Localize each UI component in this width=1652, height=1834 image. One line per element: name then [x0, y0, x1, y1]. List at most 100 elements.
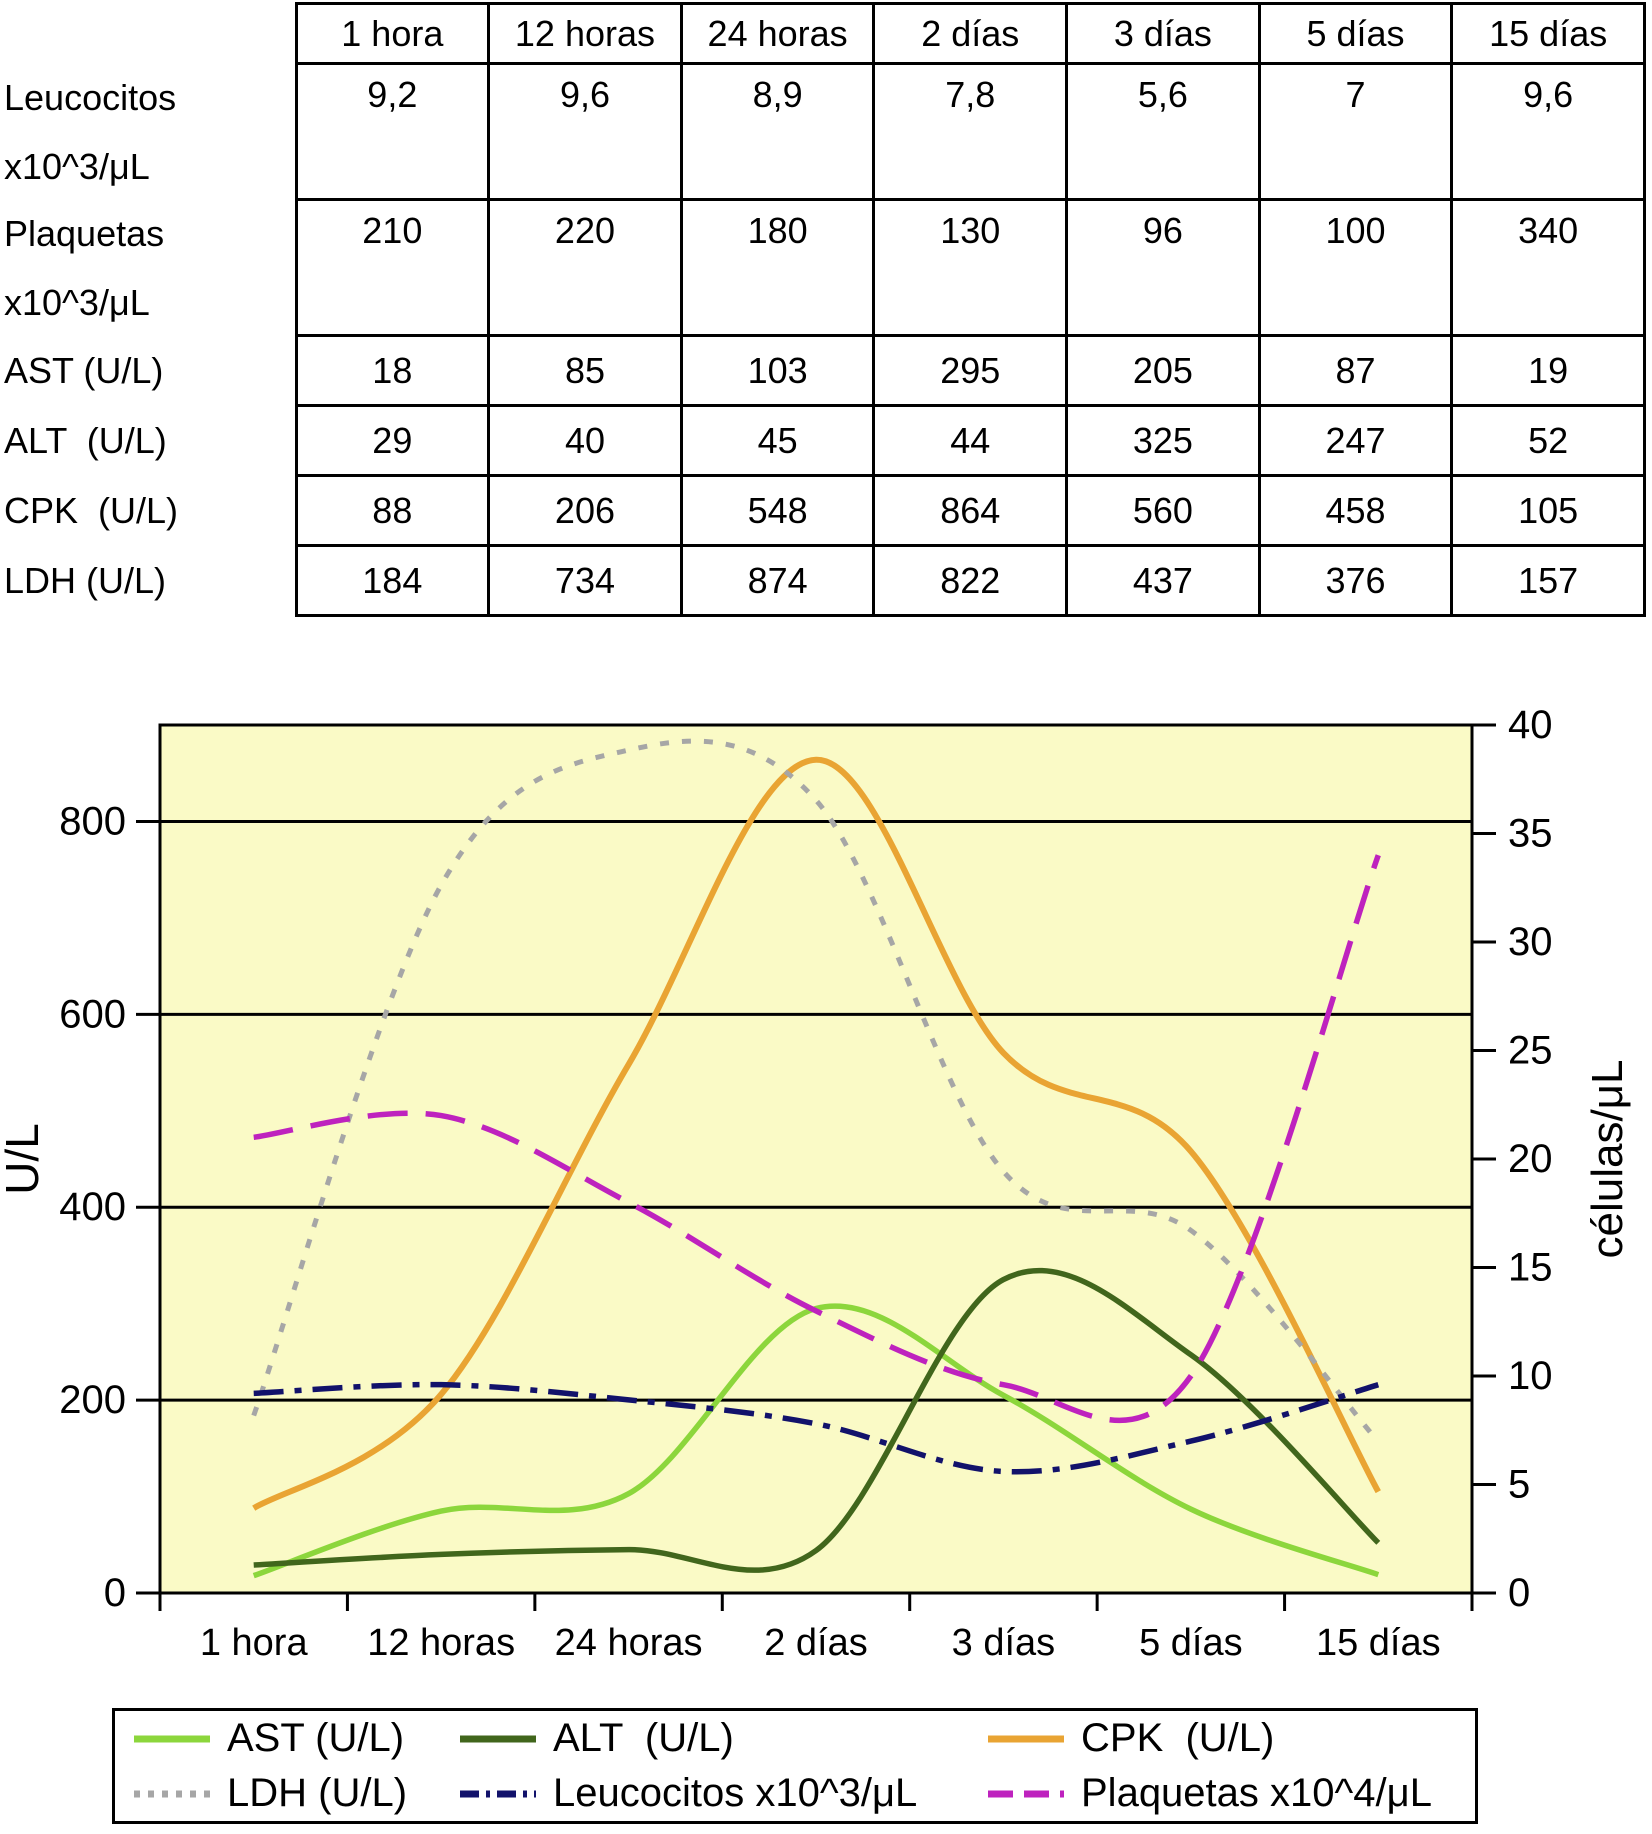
table-cell-cpk-6: 105: [1450, 474, 1646, 547]
lab-results-table: 1 hora 12 horas 24 horas 2 días 3 días 5 días…: [0, 2, 1646, 617]
table-cell-ast-1: 85: [487, 334, 683, 407]
chart-legend: AST (U/L) ALT (U/L) CPK (U/L) LDH (U/L) Leuc…: [112, 1708, 1478, 1824]
legend-swatch-plaquetas-line: [988, 1790, 1064, 1797]
table-cell-alt-0: 29: [294, 404, 491, 477]
column-header-3: 2 días: [872, 2, 1069, 65]
legend-swatch-alt-line: [460, 1735, 536, 1742]
right-tick-label-30: 30: [1508, 920, 1553, 964]
table-cell-plaquetas-2: 180: [679, 198, 876, 337]
table-cell-leucocitos-0: 9,2: [294, 62, 491, 201]
table-cell-alt-6: 52: [1450, 404, 1646, 477]
row-label-line1: LDH (U/L): [4, 559, 167, 601]
row-label-cpk: CPK (U/L): [0, 476, 296, 546]
right-tick-label-15: 15: [1508, 1246, 1553, 1290]
table-cell-ldh-5: 376: [1257, 544, 1454, 617]
x-label-3: 2 días: [764, 1622, 868, 1664]
row-label-ldh: LDH (U/L): [0, 546, 296, 616]
x-label-4: 3 días: [952, 1622, 1056, 1664]
table-cell-alt-1: 40: [487, 404, 683, 477]
row-label-line1: ALT (U/L): [4, 419, 167, 461]
table-row-cpk: CPK (U/L) 88 206 548 864 560 458 105: [0, 474, 1646, 547]
row-label-line2: x10^3/μL: [4, 282, 150, 324]
row-label-plaquetas: Plaquetas x10^3/μL: [0, 200, 296, 336]
left-tick-label-0: 0: [104, 1571, 126, 1615]
row-label-line1: AST (U/L): [4, 349, 164, 391]
table-cell-ast-4: 205: [1065, 334, 1261, 407]
table-cell-plaquetas-6: 340: [1450, 198, 1646, 337]
column-header-0: 1 hora: [294, 2, 491, 65]
table-cell-ldh-3: 822: [872, 544, 1069, 617]
legend-item-cpk: CPK (U/L): [985, 1716, 1475, 1761]
table-cell-cpk-0: 88: [294, 474, 491, 547]
table-row-ast: AST (U/L) 18 85 103 295 205 87 19: [0, 334, 1646, 407]
table-row-alt: ALT (U/L) 29 40 45 44 325 247 52: [0, 404, 1646, 477]
legend-label-ast: AST (U/L): [227, 1716, 405, 1760]
legend-label-alt: ALT (U/L): [553, 1716, 734, 1760]
right-tick-label-20: 20: [1508, 1137, 1553, 1181]
series-line-plaquetas: [253, 854, 1381, 1423]
table-cell-plaquetas-3: 130: [872, 198, 1069, 337]
legend-swatch-cpk-line: [988, 1735, 1064, 1742]
left-tick-label-600: 600: [59, 992, 126, 1036]
table-cell-leucocitos-1: 9,6: [487, 62, 683, 201]
row-label-alt: ALT (U/L): [0, 406, 296, 476]
table-cell-alt-2: 45: [679, 404, 876, 477]
x-label-0: 1 hora: [200, 1622, 309, 1664]
right-tick-label-35: 35: [1508, 812, 1553, 856]
table-cell-plaquetas-5: 100: [1257, 198, 1454, 337]
table-cell-ast-0: 18: [294, 334, 491, 407]
table-cell-plaquetas-1: 220: [487, 198, 683, 337]
legend-swatch-leucocitos-line: [460, 1790, 536, 1797]
table-cell-leucocitos-5: 7: [1257, 62, 1454, 201]
table-row-leucocitos: Leucocitos x10^3/μL 9,2 9,6 8,9 7,8 5,6 7 9,6: [0, 62, 1646, 201]
legend-label-cpk: CPK (U/L): [1081, 1716, 1275, 1760]
x-label-6: 15 días: [1316, 1622, 1441, 1664]
table-cell-leucocitos-4: 5,6: [1065, 62, 1261, 201]
left-tick-label-400: 400: [59, 1185, 126, 1229]
table-cell-cpk-4: 560: [1065, 474, 1261, 547]
table-header-row: 1 hora 12 horas 24 horas 2 días 3 días 5 días…: [0, 2, 1646, 65]
table-cell-ldh-6: 157: [1450, 544, 1646, 617]
table-cell-ast-2: 103: [679, 334, 876, 407]
table-cell-plaquetas-0: 210: [294, 198, 491, 337]
row-label-leucocitos: Leucocitos x10^3/μL: [0, 64, 296, 200]
table-cell-cpk-1: 206: [487, 474, 683, 547]
table-cell-plaquetas-4: 96: [1065, 198, 1261, 337]
x-label-1: 12 horas: [367, 1622, 515, 1664]
column-header-2: 24 horas: [679, 2, 876, 65]
table-row-ldh: LDH (U/L) 184 734 874 822 437 376 157: [0, 544, 1646, 617]
series-line-cpk: [252, 756, 1381, 1511]
right-tick-label-10: 10: [1508, 1354, 1553, 1398]
right-tick-label-40: 40: [1508, 703, 1553, 747]
row-label-line1: Plaquetas: [4, 212, 165, 254]
x-label-5: 5 días: [1139, 1622, 1243, 1664]
plot-frame: [158, 723, 1474, 1595]
table-cell-cpk-5: 458: [1257, 474, 1454, 547]
right-tick-label-25: 25: [1508, 1029, 1553, 1073]
column-header-1: 12 horas: [487, 2, 683, 65]
column-header-5: 5 días: [1257, 2, 1454, 65]
table-row-plaquetas: Plaquetas x10^3/μL 210 220 180 130 96 100 340: [0, 198, 1646, 337]
series-line-ldh: [251, 738, 1381, 1444]
table-cell-ldh-0: 184: [294, 544, 491, 617]
right-tick-label-5: 5: [1508, 1463, 1530, 1507]
left-tick-label-200: 200: [59, 1378, 126, 1422]
right-axis-title: células/μL: [1583, 1059, 1632, 1258]
table-cell-ast-5: 87: [1257, 334, 1454, 407]
table-cell-ldh-4: 437: [1065, 544, 1261, 617]
left-tick-label-800: 800: [59, 799, 126, 843]
right-tick-label-0: 0: [1508, 1571, 1530, 1615]
table-cell-ldh-2: 874: [679, 544, 876, 617]
column-header-6: 15 días: [1450, 2, 1646, 65]
table-cell-alt-4: 325: [1065, 404, 1261, 477]
table-cell-leucocitos-6: 9,6: [1450, 62, 1646, 201]
chart: 0 200 400 600 800 0 5 10 15 20 25 30 35 40 1 hora 12 ho…: [0, 703, 1632, 1664]
legend-label-ldh: LDH (U/L): [227, 1771, 408, 1815]
legend-item-plaquetas: Plaquetas x10^4/μL: [985, 1771, 1475, 1816]
table-cell-ldh-1: 734: [487, 544, 683, 617]
table-cell-cpk-3: 864: [872, 474, 1069, 547]
column-header-4: 3 días: [1065, 2, 1261, 65]
series-group: [251, 738, 1381, 1579]
legend-item-ldh: LDH (U/L): [131, 1771, 457, 1816]
